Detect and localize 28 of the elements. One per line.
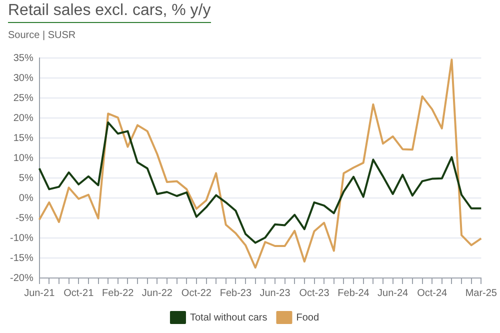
x-tick-label: Mar-25 — [465, 288, 498, 299]
x-tick-label: Oct-21 — [64, 288, 94, 299]
x-tick-label: Jun-22 — [142, 288, 173, 299]
legend-label: Food — [296, 312, 320, 324]
chart-title: Retail sales excl. cars, % y/y — [8, 2, 211, 23]
y-tick-label: 25% — [13, 92, 34, 104]
y-tick-label: 30% — [13, 72, 34, 84]
source-note: Source | SUSR — [8, 30, 76, 41]
y-tick-label: 15% — [13, 132, 34, 144]
x-tick-label: Jun-23 — [260, 288, 291, 299]
x-tick-label: Feb-24 — [338, 288, 370, 299]
x-tick-label: Jun-21 — [24, 288, 56, 299]
x-tick-label: Feb-23 — [220, 288, 252, 299]
x-tick-label: Oct-22 — [181, 288, 212, 299]
y-tick-label: -15% — [10, 252, 34, 264]
x-tick-label: Feb-22 — [102, 288, 134, 299]
y-tick-label: -5% — [16, 212, 34, 224]
y-tick-label: 20% — [13, 112, 34, 124]
y-tick-label: 35% — [13, 52, 34, 64]
y-tick-label: 0% — [18, 192, 34, 204]
x-tick-label: Oct-24 — [417, 288, 448, 299]
x-tick-label: Oct-23 — [299, 288, 330, 299]
x-tick-label: Jun-24 — [378, 288, 409, 299]
y-tick-label: -10% — [10, 232, 34, 244]
y-tick-label: 10% — [13, 152, 34, 164]
y-tick-label: -20% — [10, 272, 34, 284]
legend-label: Total without cars — [190, 312, 268, 324]
y-tick-label: 5% — [18, 172, 34, 184]
